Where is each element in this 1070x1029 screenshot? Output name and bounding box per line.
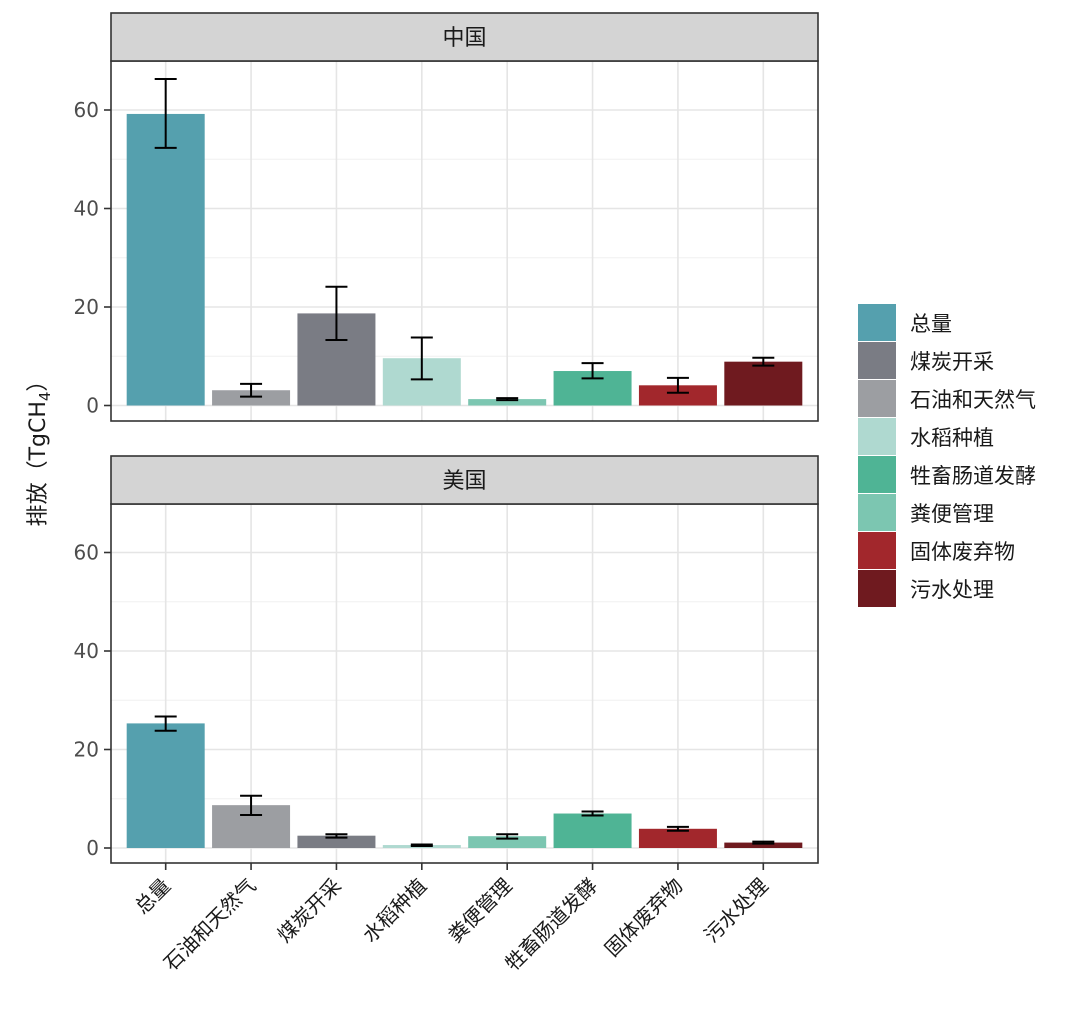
error-bar (666, 376, 689, 394)
error-bar (496, 833, 519, 840)
bar (638, 828, 717, 848)
error-bar (666, 825, 689, 832)
y-tick-label: 0 (86, 836, 99, 860)
x-tick-label: 总量 (130, 874, 175, 919)
legend-swatch (858, 380, 896, 417)
error-bar (240, 794, 263, 817)
y-tick-label: 40 (74, 197, 99, 221)
bar (212, 390, 291, 406)
x-tick-label: 石油和天然气 (159, 874, 261, 976)
error-bar (752, 356, 775, 367)
error-bar (752, 840, 775, 845)
strip-background (110, 455, 819, 505)
y-tick-label: 60 (74, 98, 99, 122)
error-bar (325, 285, 348, 341)
legend-swatch (858, 418, 896, 455)
legend-label: 固体废弃物 (910, 540, 1015, 564)
bar (126, 723, 205, 848)
panel-background (111, 61, 818, 421)
legend-label: 牲畜肠道发酵 (910, 464, 1036, 488)
error-bar (496, 397, 519, 402)
x-tick-label: 固体废弃物 (600, 874, 688, 962)
y-tick-label: 0 (86, 394, 99, 418)
legend-item: 牲畜肠道发酵 (858, 456, 1036, 493)
error-bar (581, 810, 604, 817)
bar (297, 835, 376, 848)
strip-background (110, 12, 819, 62)
y-tick-label: 20 (74, 738, 99, 762)
panel-background (111, 504, 818, 863)
x-tick-label: 粪便管理 (443, 874, 517, 948)
y-tick-label: 60 (74, 541, 99, 565)
legend-label: 石油和天然气 (910, 388, 1036, 412)
bar (468, 399, 547, 406)
legend-swatch (858, 570, 896, 607)
legend-item: 固体废弃物 (858, 532, 1015, 569)
error-bar (410, 336, 433, 381)
y-axis-label: 排放（TgCH4） (26, 370, 54, 527)
panel-1: 中国 0 20 40 60 (74, 12, 819, 422)
legend-swatch (858, 532, 896, 569)
bar (468, 836, 547, 848)
y-axis-label-subscript: 4 (36, 392, 54, 402)
error-bar (325, 833, 348, 839)
y-axis-label-main: 排放（TgCH (26, 401, 51, 526)
bar (553, 813, 632, 848)
x-tick-label: 污水处理 (699, 874, 773, 948)
error-bar (154, 715, 177, 732)
error-bar (240, 382, 263, 398)
bar (126, 113, 205, 406)
legend-item: 粪便管理 (858, 494, 994, 531)
error-bar (154, 77, 177, 149)
legend-label: 煤炭开采 (910, 350, 994, 374)
strip-title: 美国 (442, 469, 486, 494)
legend-item: 污水处理 (858, 570, 994, 607)
bar (638, 385, 717, 406)
legend-label: 水稻种植 (910, 426, 994, 450)
panels: 中国 0 20 40 60 美国 0 20 40 60 (74, 12, 819, 864)
y-axis-label-close: ） (26, 370, 51, 392)
legend-swatch (858, 456, 896, 493)
error-bar (581, 362, 604, 380)
legend-label: 污水处理 (910, 578, 994, 602)
legend-swatch (858, 342, 896, 379)
legend-item: 煤炭开采 (858, 342, 994, 379)
strip-title: 中国 (442, 26, 486, 51)
legend-item: 石油和天然气 (858, 380, 1036, 417)
x-tick-label: 牲畜肠道发酵 (500, 874, 602, 976)
legend-item: 水稻种植 (858, 418, 994, 455)
legend-label: 粪便管理 (910, 502, 994, 526)
y-tick-label: 40 (74, 639, 99, 663)
legend-item: 总量 (858, 304, 952, 341)
panel-2: 美国 0 20 40 60 (74, 455, 819, 864)
legend-label: 总量 (910, 312, 952, 336)
bar (724, 361, 803, 406)
x-tick-label: 水稻种植 (358, 874, 432, 948)
legend-swatch (858, 494, 896, 531)
legend-swatch (858, 304, 896, 341)
bar (724, 842, 803, 848)
y-tick-label: 20 (74, 295, 99, 319)
x-tick-label: 煤炭开采 (272, 874, 346, 948)
error-bar (410, 843, 433, 848)
